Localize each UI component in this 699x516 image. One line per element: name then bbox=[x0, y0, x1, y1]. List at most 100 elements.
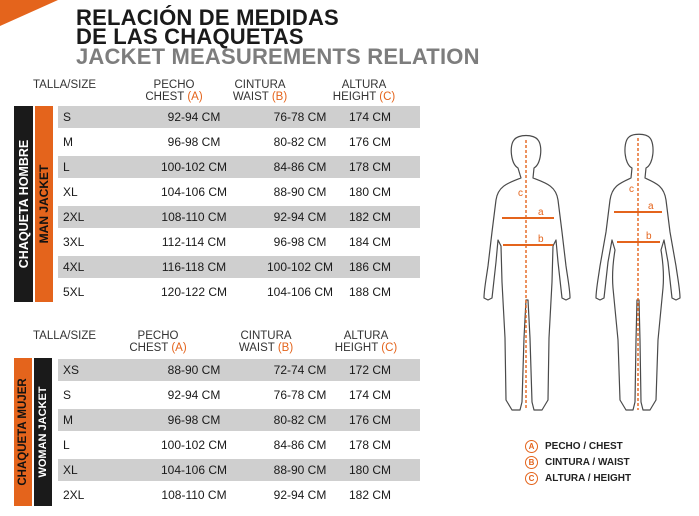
height-cell: 172 CM bbox=[348, 363, 392, 377]
height-cell: 176 CM bbox=[348, 413, 392, 427]
height-cell: 174 CM bbox=[348, 110, 392, 124]
women-size-row: L 100-102 CM 84-86 CM 178 CM bbox=[58, 434, 420, 456]
waist-cell: 76-78 CM bbox=[273, 388, 327, 402]
size-cell: M bbox=[63, 413, 73, 427]
women-header-height: ALTURA HEIGHT (C) bbox=[334, 330, 398, 354]
female-mark-c: c bbox=[629, 184, 634, 195]
size-cell: M bbox=[63, 135, 73, 149]
page-title-line-1: RELACIÓN DE MEDIDAS bbox=[76, 5, 339, 30]
chest-cell: 100-102 CM bbox=[160, 160, 228, 174]
height-cell: 176 CM bbox=[348, 135, 392, 149]
height-cell: 178 CM bbox=[348, 160, 392, 174]
height-cell: 174 CM bbox=[348, 388, 392, 402]
men-label-bar-es: CHAQUETA HOMBRE bbox=[14, 106, 33, 302]
waist-cell: 104-106 CM bbox=[266, 285, 334, 299]
chest-cell: 104-106 CM bbox=[160, 463, 228, 477]
women-header-size: TALLA/SIZE bbox=[33, 330, 97, 342]
men-header-waist: CINTURA WAIST (B) bbox=[232, 79, 288, 103]
size-cell: XL bbox=[63, 463, 78, 477]
waist-cell: 76-78 CM bbox=[273, 110, 327, 124]
chest-cell: 92-94 CM bbox=[167, 110, 221, 124]
size-cell: 4XL bbox=[63, 260, 85, 274]
height-cell: 188 CM bbox=[348, 285, 392, 299]
men-label-bar-en: MAN JACKET bbox=[35, 106, 53, 302]
chest-cell: 88-90 CM bbox=[167, 363, 221, 377]
men-size-row: 5XL 120-122 CM 104-106 CM 188 CM bbox=[58, 281, 420, 303]
size-cell: L bbox=[63, 160, 70, 174]
chest-cell: 96-98 CM bbox=[167, 413, 221, 427]
men-size-row: 2XL 108-110 CM 92-94 CM 182 CM bbox=[58, 206, 420, 228]
height-cell: 180 CM bbox=[348, 185, 392, 199]
waist-cell: 80-82 CM bbox=[273, 135, 327, 149]
waist-cell: 72-74 CM bbox=[273, 363, 327, 377]
female-measure-lines bbox=[614, 138, 662, 410]
men-size-row: XL 104-106 CM 88-90 CM 180 CM bbox=[58, 181, 420, 203]
waist-cell: 92-94 CM bbox=[273, 210, 327, 224]
chest-cell: 108-110 CM bbox=[161, 210, 227, 224]
size-cell: S bbox=[63, 110, 72, 124]
page-title-line-2: DE LAS CHAQUETAS bbox=[76, 24, 304, 49]
women-size-row: 2XL 108-110 CM 92-94 CM 182 CM bbox=[58, 484, 420, 506]
men-size-row: 3XL 112-114 CM 96-98 CM 184 CM bbox=[58, 231, 420, 253]
waist-cell: 80-82 CM bbox=[273, 413, 327, 427]
height-cell: 182 CM bbox=[348, 488, 392, 502]
male-mark-a: a bbox=[538, 207, 544, 218]
size-cell: 2XL bbox=[63, 488, 85, 502]
women-size-row: XS 88-90 CM 72-74 CM 172 CM bbox=[58, 359, 420, 381]
male-measure-lines bbox=[502, 140, 554, 410]
women-label-bar-es: CHAQUETA MUJER bbox=[14, 358, 32, 506]
men-header-height: ALTURA HEIGHT (C) bbox=[332, 79, 396, 103]
height-cell: 178 CM bbox=[348, 438, 392, 452]
size-cell: S bbox=[63, 388, 72, 402]
waist-cell: 100-102 CM bbox=[266, 260, 334, 274]
page-title-english: JACKET MEASUREMENTS RELATION bbox=[76, 44, 480, 69]
female-mark-b: b bbox=[646, 231, 652, 242]
title-accent-triangle bbox=[0, 0, 58, 26]
waist-cell: 88-90 CM bbox=[273, 463, 327, 477]
chest-cell: 92-94 CM bbox=[167, 388, 221, 402]
height-cell: 186 CM bbox=[348, 260, 392, 274]
male-mark-b: b bbox=[538, 234, 544, 245]
women-size-row: XL 104-106 CM 88-90 CM 180 CM bbox=[58, 459, 420, 481]
men-header-chest: PECHO CHEST (A) bbox=[145, 79, 203, 103]
men-size-row: 4XL 116-118 CM 100-102 CM 186 CM bbox=[58, 256, 420, 278]
men-size-row: S 92-94 CM 76-78 CM 174 CM bbox=[58, 106, 420, 128]
chest-cell: 104-106 CM bbox=[160, 185, 228, 199]
male-silhouette bbox=[483, 134, 571, 411]
waist-cell: 92-94 CM bbox=[273, 488, 327, 502]
size-cell: 3XL bbox=[63, 235, 85, 249]
size-cell: L bbox=[63, 438, 70, 452]
waist-cell: 96-98 CM bbox=[273, 235, 327, 249]
height-cell: 184 CM bbox=[348, 235, 392, 249]
men-header-size: TALLA/SIZE bbox=[33, 79, 97, 91]
men-size-row: L 100-102 CM 84-86 CM 178 CM bbox=[58, 156, 420, 178]
size-cell: XS bbox=[63, 363, 80, 377]
female-silhouette bbox=[595, 133, 681, 411]
size-cell: 2XL bbox=[63, 210, 85, 224]
chest-cell: 120-122 CM bbox=[160, 285, 228, 299]
women-header-waist: CINTURA WAIST (B) bbox=[238, 330, 294, 354]
chest-cell: 96-98 CM bbox=[167, 135, 221, 149]
chest-cell: 100-102 CM bbox=[160, 438, 228, 452]
female-mark-a: a bbox=[648, 201, 654, 212]
chest-cell: 108-110 CM bbox=[161, 488, 227, 502]
height-cell: 180 CM bbox=[348, 463, 392, 477]
men-size-row: M 96-98 CM 80-82 CM 176 CM bbox=[58, 131, 420, 153]
legend-letter-badge: A bbox=[525, 440, 538, 453]
size-cell: 5XL bbox=[63, 285, 85, 299]
chest-cell: 112-114 CM bbox=[161, 235, 227, 249]
legend-letter-badge: B bbox=[525, 456, 538, 469]
women-size-row: M 96-98 CM 80-82 CM 176 CM bbox=[58, 409, 420, 431]
waist-cell: 88-90 CM bbox=[273, 185, 327, 199]
women-size-row: S 92-94 CM 76-78 CM 174 CM bbox=[58, 384, 420, 406]
waist-cell: 84-86 CM bbox=[273, 438, 327, 452]
male-mark-c: c bbox=[518, 188, 523, 199]
size-cell: XL bbox=[63, 185, 78, 199]
legend-letter-badge: C bbox=[525, 472, 538, 485]
chest-cell: 116-118 CM bbox=[161, 260, 227, 274]
waist-cell: 84-86 CM bbox=[273, 160, 327, 174]
women-label-bar-en: WOMAN JACKET bbox=[34, 358, 52, 506]
height-cell: 182 CM bbox=[348, 210, 392, 224]
women-header-chest: PECHO CHEST (A) bbox=[129, 330, 187, 354]
